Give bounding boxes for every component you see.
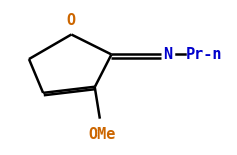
Text: OMe: OMe xyxy=(88,127,116,142)
Text: O: O xyxy=(67,13,76,28)
Text: Pr-n: Pr-n xyxy=(186,47,222,62)
Text: N: N xyxy=(163,47,172,62)
